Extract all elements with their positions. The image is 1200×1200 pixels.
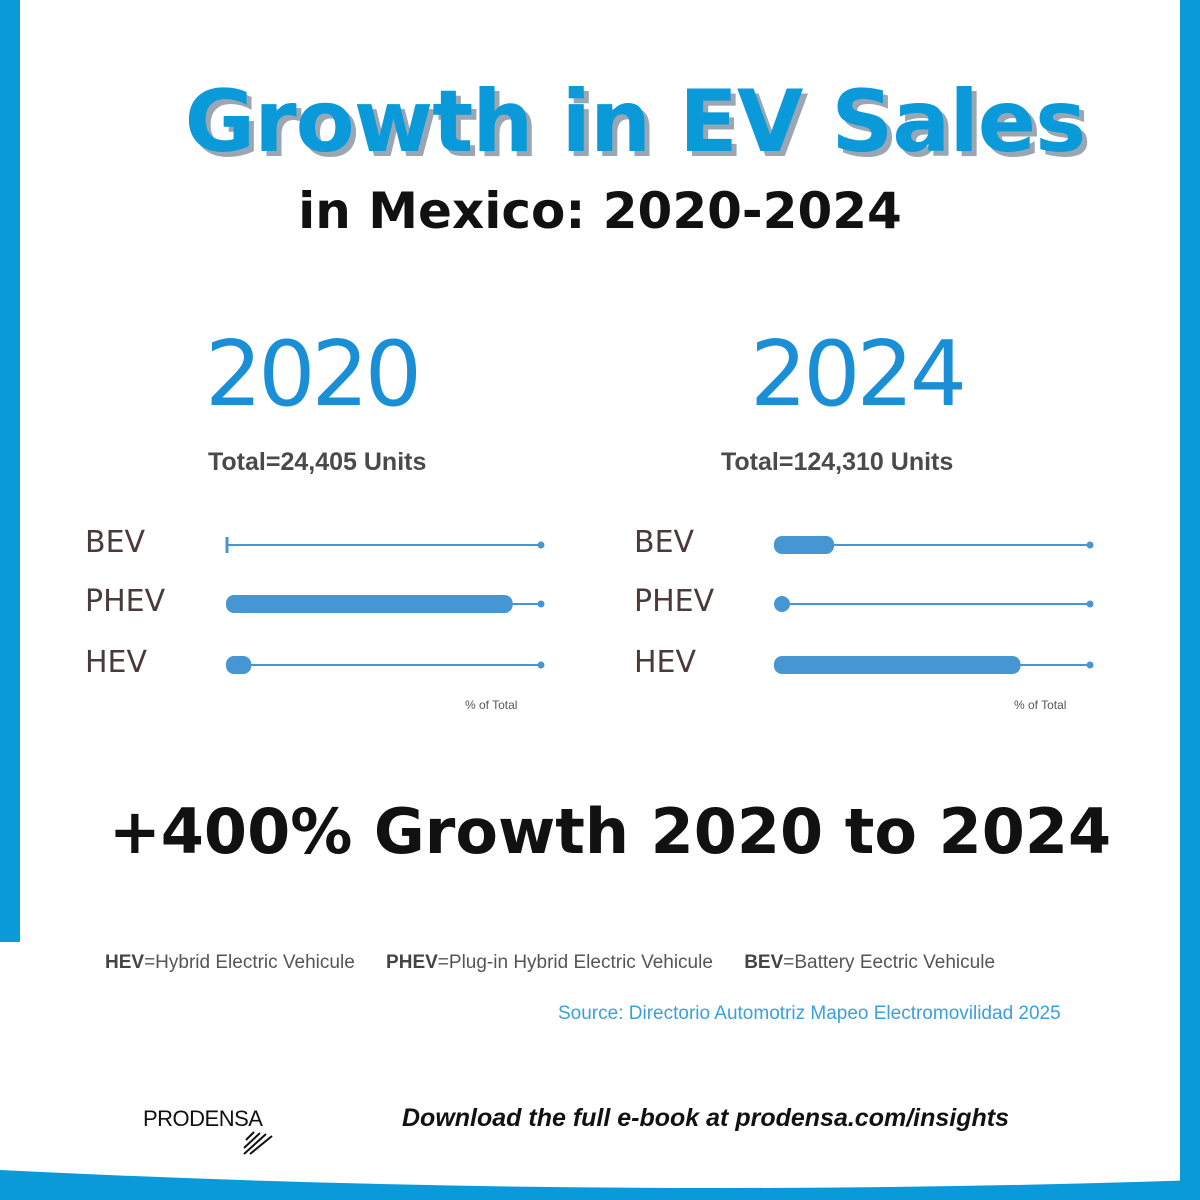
axis-end-dot [537, 600, 545, 608]
axis-end-dot [1086, 541, 1094, 549]
category-label: PHEV [634, 584, 715, 619]
legend-abbr: PHEV [386, 952, 438, 973]
bar-hev [226, 656, 252, 674]
bar-bev [774, 536, 835, 554]
bar-chart-2020 [225, 537, 545, 674]
bar-phev [226, 595, 513, 613]
legend-def: =Plug-in Hybrid Electric Vehicule [437, 952, 713, 973]
prodensa-logo-mark-icon [243, 1131, 273, 1155]
abbreviation-legend: HEV=Hybrid Electric Vehicule PHEV=Plug-i… [105, 952, 1021, 974]
prodensa-logo: PRODENSA [143, 1106, 263, 1131]
axis-end-dot [1086, 600, 1094, 608]
legend-item-phev: PHEV=Plug-in Hybrid Electric Vehicule [386, 952, 713, 973]
legend-def: =Battery Eectric Vehicule [783, 952, 996, 973]
bar-phev [774, 596, 790, 612]
legend-item-hev: HEV=Hybrid Electric Vehicule [105, 952, 355, 973]
bottom-wave [0, 1170, 1200, 1200]
legend-abbr: HEV [105, 952, 145, 973]
page-title: Growth in EV Sales [184, 72, 1087, 172]
category-label: HEV [634, 645, 697, 680]
source-note: Source: Directorio Automotriz Mapeo Elec… [558, 1003, 1061, 1024]
chart-year-title: 2020 [205, 322, 422, 427]
chart-total-units: Total=24,405 Units [208, 448, 427, 476]
bar-chart-2024 [774, 536, 1094, 674]
page-subtitle: in Mexico: 2020-2024 [298, 182, 902, 240]
chart-total-units: Total=124,310 Units [721, 448, 954, 476]
growth-headline: +400% Growth 2020 to 2024 [108, 795, 1112, 868]
axis-end-dot [537, 541, 545, 549]
category-label: HEV [85, 645, 148, 680]
category-label: PHEV [85, 584, 166, 619]
right-border-strip [1180, 0, 1200, 1200]
legend-abbr: BEV [744, 952, 784, 973]
download-cta[interactable]: Download the full e-book at prodensa.com… [402, 1104, 1009, 1132]
axis-label: % of Total [465, 698, 518, 712]
bar-hev [774, 656, 1021, 674]
left-border-strip [0, 0, 20, 942]
axis-end-dot [1086, 661, 1094, 669]
axis-end-dot [537, 661, 545, 669]
axis-label: % of Total [1014, 698, 1067, 712]
legend-item-bev: BEV=Battery Eectric Vehicule [744, 952, 995, 973]
category-label: BEV [85, 525, 146, 560]
legend-def: =Hybrid Electric Vehicule [144, 952, 355, 973]
chart-year-title: 2024 [750, 322, 967, 427]
category-label: BEV [634, 525, 695, 560]
